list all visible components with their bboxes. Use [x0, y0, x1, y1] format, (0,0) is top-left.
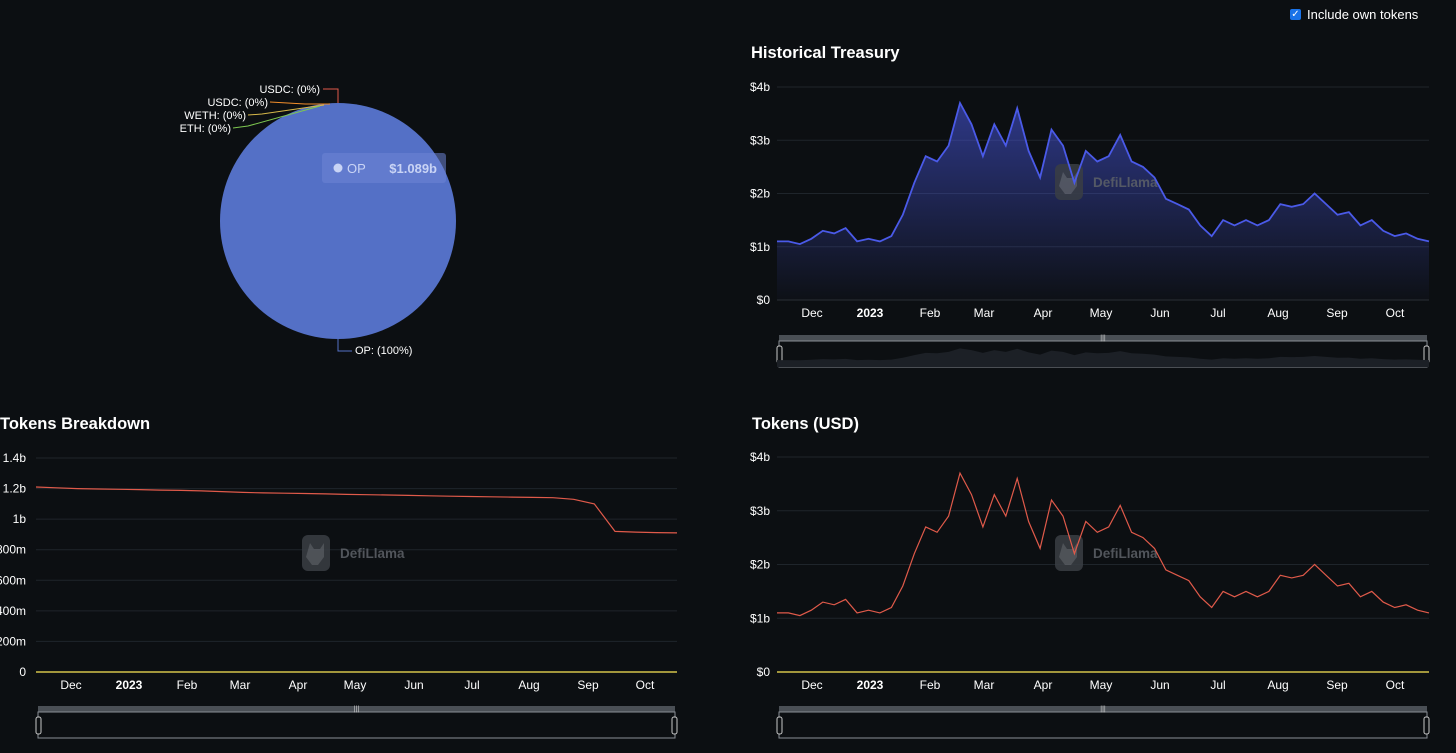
x-tick-label: Dec	[801, 678, 822, 692]
breakdown-chart: 0 200m 400m 600m 800m 1b 1.2b 1.4b DefiLlama Dec 2…	[0, 451, 678, 739]
checkbox[interactable]: ✓	[1290, 9, 1301, 20]
pie-slice-op[interactable]	[220, 103, 456, 339]
x-tick-label: Mar	[974, 678, 995, 692]
x-tick-label: Aug	[1267, 678, 1288, 692]
x-tick-label: Feb	[920, 678, 941, 692]
svg-text:|||: |||	[1100, 706, 1106, 713]
svg-text:DefiLlama: DefiLlama	[1093, 546, 1158, 561]
pie-label: ETH: (0%)	[180, 123, 231, 135]
slider-handle-right[interactable]	[671, 716, 678, 735]
svg-text:DefiLlama: DefiLlama	[340, 546, 405, 561]
tooltip-value: $1.089b	[389, 161, 437, 176]
x-tick-label: 2023	[857, 678, 884, 692]
series-line[interactable]	[777, 471, 1430, 617]
pie-tooltip: OP $1.089b	[322, 153, 446, 183]
x-tick-label: Oct	[636, 678, 655, 692]
include-own-tokens-label: Include own tokens	[1307, 7, 1419, 22]
x-tick-label: Aug	[1267, 306, 1288, 320]
pie-leader-line	[232, 105, 321, 129]
x-tick-label: Oct	[1386, 678, 1405, 692]
pie-label: USDC: (0%)	[259, 84, 320, 96]
y-tick-label: 800m	[0, 543, 26, 557]
pie-label: USDC: (0%)	[207, 97, 268, 109]
x-tick-label: Jun	[1150, 306, 1169, 320]
x-tick-label: Sep	[1326, 306, 1348, 320]
series-line[interactable]	[777, 100, 1430, 246]
y-tick-label: $2b	[750, 187, 770, 201]
x-tick-label: Jul	[1210, 306, 1225, 320]
x-tick-label: Apr	[1034, 678, 1053, 692]
y-tick-label: $0	[757, 293, 771, 307]
chart-title-tokens-usd: Tokens (USD)	[752, 415, 859, 433]
x-tick-label: May	[344, 678, 367, 692]
series-line[interactable]	[35, 486, 678, 534]
y-tick-label: $3b	[750, 504, 770, 518]
tooltip-marker	[333, 163, 343, 173]
y-tick-label: 0	[19, 665, 26, 679]
x-tick-label: Feb	[920, 306, 941, 320]
y-tick-label: 1.4b	[3, 451, 27, 465]
slider-handle-left[interactable]	[35, 716, 42, 735]
y-tick-label: $1b	[750, 611, 770, 625]
y-tick-label: $0	[757, 665, 771, 679]
x-tick-label: Jun	[1150, 678, 1169, 692]
defillama-watermark: DefiLlama	[1055, 535, 1158, 571]
x-tick-label: Apr	[1034, 306, 1053, 320]
x-tick-label: Apr	[289, 678, 308, 692]
pie-leader-line	[337, 339, 352, 352]
x-tick-label: Dec	[60, 678, 81, 692]
x-tick-label: Aug	[518, 678, 539, 692]
x-tick-label: Dec	[801, 306, 822, 320]
x-tick-label: May	[1090, 306, 1113, 320]
tooltip-name: OP	[347, 161, 366, 176]
y-tick-label: 1b	[13, 512, 27, 526]
treasury-chart: $0 $1b $2b $3b $4b DefiLlama Dec 2023 Feb Mar Apr M…	[750, 80, 1430, 368]
x-tick-label: 2023	[857, 306, 884, 320]
x-tick-label: May	[1090, 678, 1113, 692]
svg-text:|||: |||	[1100, 335, 1106, 342]
x-tick-label: Sep	[577, 678, 599, 692]
series-area	[777, 103, 1429, 300]
y-tick-label: $2b	[750, 558, 770, 572]
slider-handle-right[interactable]	[1423, 716, 1430, 735]
y-tick-label: 400m	[0, 604, 26, 618]
y-tick-label: $1b	[750, 240, 770, 254]
zoom-slider[interactable]: |||	[35, 706, 678, 739]
x-tick-label: Jul	[1210, 678, 1225, 692]
chart-title-treasury: Historical Treasury	[751, 44, 900, 62]
pie-chart: USDC: (0%)USDC: (0%)WETH: (0%)ETH: (0%)O…	[180, 84, 456, 357]
svg-text:|||: |||	[354, 706, 360, 713]
include-own-tokens-toggle[interactable]: ✓ Include own tokens	[1290, 7, 1418, 22]
x-tick-label: Jun	[404, 678, 423, 692]
y-tick-label: $3b	[750, 133, 770, 147]
x-tick-label: Mar	[974, 306, 995, 320]
x-tick-label: 2023	[116, 678, 143, 692]
defillama-watermark: DefiLlama	[302, 535, 405, 571]
defillama-watermark: DefiLlama	[1055, 164, 1158, 200]
pie-label: OP: (100%)	[355, 345, 412, 357]
x-tick-label: Jul	[464, 678, 479, 692]
pie-leader-line	[269, 101, 330, 105]
zoom-slider[interactable]: |||	[776, 335, 1430, 368]
x-tick-label: Oct	[1386, 306, 1405, 320]
pie-leader-line	[247, 104, 325, 116]
y-tick-label: 200m	[0, 634, 26, 648]
y-tick-label: $4b	[750, 80, 770, 94]
pie-label: WETH: (0%)	[184, 110, 246, 122]
y-tick-label: 600m	[0, 573, 26, 587]
chart-title-breakdown: Tokens Breakdown	[0, 415, 151, 433]
tokens-usd-chart: $0 $1b $2b $3b $4b DefiLlama Dec 2023 Feb Mar Apr M…	[750, 450, 1430, 739]
pie-leader-line	[323, 88, 339, 103]
y-tick-label: $4b	[750, 450, 770, 464]
y-tick-label: 1.2b	[3, 482, 27, 496]
x-tick-label: Feb	[177, 678, 198, 692]
slider-handle-left[interactable]	[776, 716, 783, 735]
zoom-slider[interactable]: |||	[776, 706, 1430, 739]
x-tick-label: Sep	[1326, 678, 1348, 692]
x-tick-label: Mar	[230, 678, 251, 692]
svg-text:DefiLlama: DefiLlama	[1093, 175, 1158, 190]
